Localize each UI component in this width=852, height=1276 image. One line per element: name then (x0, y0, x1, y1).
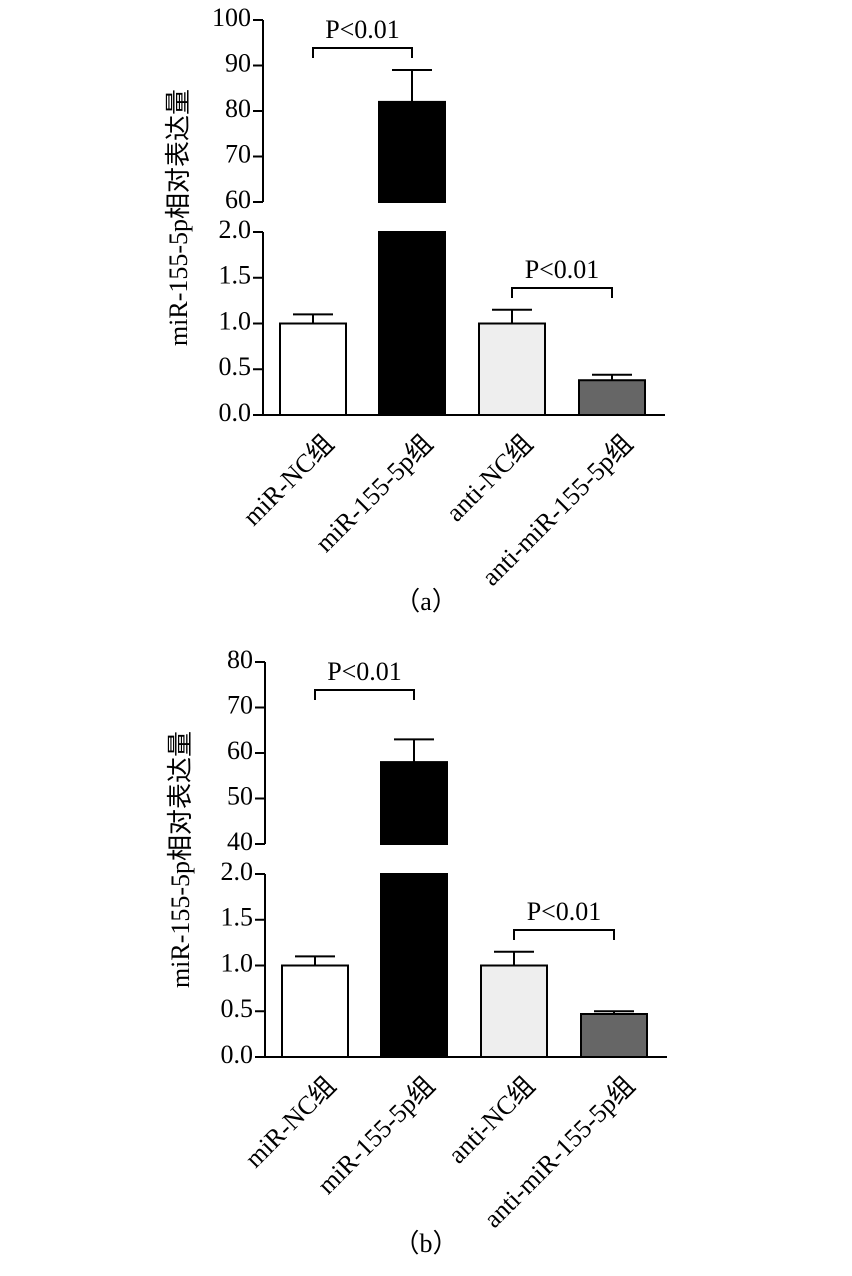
error-bar (293, 313, 333, 324)
y-tick-label: 70 (227, 690, 253, 719)
bar (580, 1012, 648, 1058)
y-tick-label: 1.5 (219, 261, 252, 290)
y-tick-label: 50 (227, 781, 253, 810)
bar (380, 761, 448, 845)
y-tick-label: 0.0 (221, 1040, 254, 1069)
bar (279, 322, 347, 416)
annotation: P<0.01 (327, 657, 402, 686)
error-bar (295, 955, 335, 966)
annotation: P<0.01 (525, 255, 600, 284)
annotation: P<0.01 (325, 15, 400, 44)
y-tick-label: 60 (227, 736, 253, 765)
y-tick-label: 80 (227, 645, 253, 674)
y-tick-label: 1.0 (219, 306, 252, 335)
y-tick-label: 90 (225, 48, 251, 77)
x-tick-label: anti-NC组 (442, 1071, 540, 1169)
y-tick-label: 1.5 (221, 903, 254, 932)
error-bar (494, 950, 534, 966)
y-tick-label: 60 (225, 185, 251, 214)
bar (378, 231, 446, 416)
significance-bracket (511, 287, 613, 298)
error-bar (594, 1010, 634, 1014)
caption: （a） (394, 587, 458, 616)
significance-bracket (513, 929, 615, 940)
y-tick-label: 0.5 (221, 994, 254, 1023)
y-tick-label: 100 (212, 3, 251, 32)
error-bar (592, 373, 632, 381)
bar (380, 873, 448, 1058)
y-tick-label: 70 (225, 139, 251, 168)
y-axis-label: miR-155-5p相对表达量 (164, 89, 193, 346)
significance-bracket (312, 47, 413, 58)
y-tick-label: 0.5 (219, 352, 252, 381)
bar (478, 322, 546, 416)
annotation: P<0.01 (527, 897, 602, 926)
y-tick-label: 2.0 (221, 857, 254, 886)
bar (378, 100, 446, 203)
significance-bracket (314, 689, 415, 700)
y-tick-label: 0.0 (219, 398, 252, 427)
y-tick-label: 80 (225, 94, 251, 123)
bar (480, 964, 548, 1058)
error-bar (492, 308, 532, 324)
bar (281, 964, 349, 1058)
y-tick-label: 1.0 (221, 948, 254, 977)
error-bar (394, 738, 434, 763)
y-tick-label: 2.0 (219, 215, 252, 244)
y-tick-label: 40 (227, 827, 253, 856)
x-tick-label: miR-NC组 (239, 1071, 341, 1173)
caption: （b） (393, 1229, 458, 1258)
x-tick-label: miR-NC组 (237, 429, 339, 531)
y-axis-label: miR-155-5p相对表达量 (166, 731, 195, 988)
x-tick-label: anti-NC组 (440, 429, 538, 527)
bar (578, 379, 646, 417)
error-bar (392, 69, 432, 102)
